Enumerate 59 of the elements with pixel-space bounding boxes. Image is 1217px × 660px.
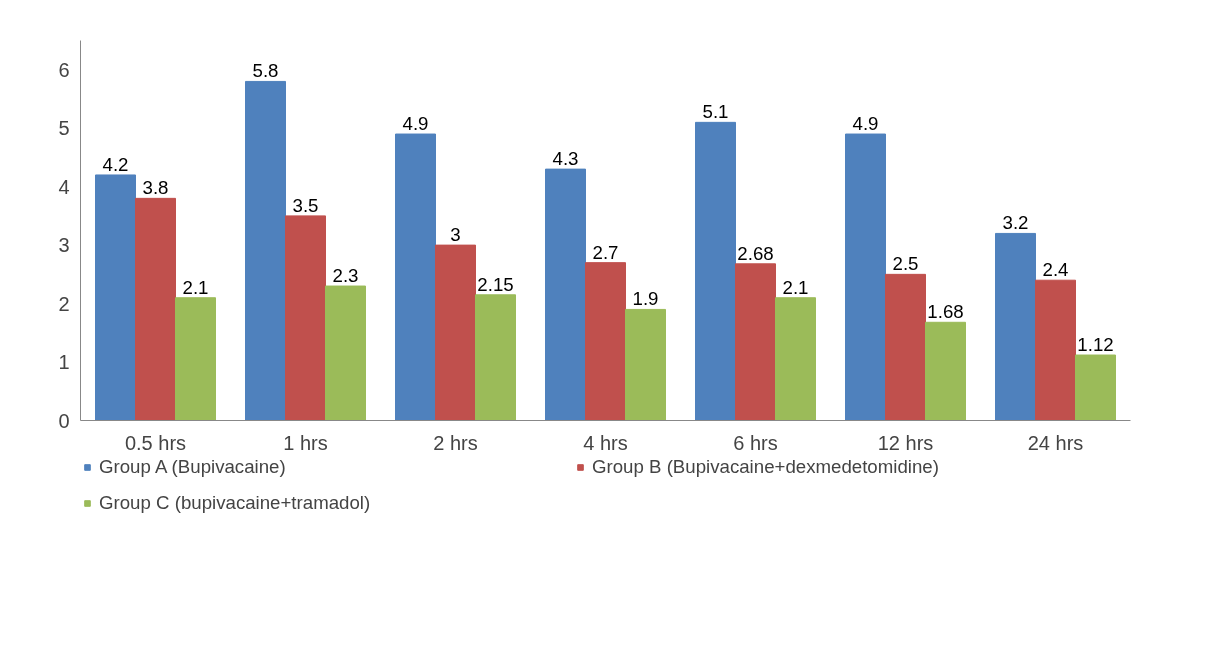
- data-label: 1.9: [632, 288, 659, 310]
- bar: [135, 197, 176, 421]
- bar: [695, 121, 736, 421]
- data-label: 5.1: [702, 101, 729, 123]
- data-label: 3.5: [292, 194, 319, 216]
- bar: [395, 133, 436, 421]
- y-tick-label: 6: [58, 58, 70, 81]
- data-label: 2.1: [182, 276, 209, 298]
- bar: [775, 297, 816, 421]
- data-label: 2.68: [737, 242, 774, 264]
- bar: [1035, 279, 1076, 421]
- data-label: 2.5: [892, 253, 919, 275]
- bar: [885, 273, 926, 421]
- bar: [435, 244, 476, 421]
- bar: [245, 80, 286, 421]
- data-label: 3: [450, 224, 461, 246]
- y-tick-label: 0: [58, 409, 70, 432]
- data-label: 1.68: [927, 301, 964, 323]
- x-tick-label: 6 hrs: [733, 431, 778, 454]
- x-tick-label: 4 hrs: [583, 431, 628, 454]
- bar: [175, 297, 216, 421]
- bar: [545, 168, 586, 421]
- data-label: 4.9: [852, 113, 879, 135]
- bar: [925, 321, 966, 421]
- data-label: 3.2: [1002, 212, 1029, 234]
- bar: [325, 285, 366, 421]
- legend-label: Group A (Bupivacaine): [99, 456, 287, 478]
- x-tick-label: 12 hrs: [877, 431, 934, 454]
- data-label: 4.2: [102, 153, 129, 175]
- bar: [475, 294, 516, 421]
- y-tick-label: 2: [58, 292, 70, 315]
- data-label: 5.8: [252, 60, 279, 82]
- x-tick-label: 2 hrs: [433, 431, 478, 454]
- data-label: 2.3: [332, 265, 359, 287]
- bar: [995, 232, 1036, 421]
- x-tick-label: 24 hrs: [1027, 431, 1084, 454]
- bar: [95, 174, 136, 421]
- data-label: 2.7: [592, 241, 619, 263]
- y-tick-label: 1: [58, 351, 70, 374]
- bar: [585, 262, 626, 421]
- data-label: 4.9: [402, 113, 429, 135]
- y-tick-label: 5: [58, 117, 70, 140]
- y-tick-label: 3: [58, 234, 70, 257]
- data-label: 3.8: [142, 177, 169, 199]
- bar: [735, 263, 776, 421]
- data-label: 2.15: [477, 273, 514, 295]
- data-label: 2.1: [782, 276, 809, 298]
- data-label: 1.12: [1077, 334, 1114, 356]
- bar: [1075, 354, 1116, 421]
- y-tick-label: 4: [58, 175, 70, 198]
- x-tick-label: 0.5 hrs: [124, 431, 187, 454]
- data-label: 2.4: [1042, 259, 1069, 281]
- x-tick-label: 1 hrs: [283, 431, 328, 454]
- legend-label: Group C (bupivacaine+tramadol): [99, 492, 372, 514]
- data-label: 4.3: [552, 148, 579, 170]
- bar: [285, 215, 326, 421]
- bar: [625, 308, 666, 421]
- legend-label: Group B (Bupivacaine+dexmedetomidine): [592, 456, 940, 478]
- bar: [845, 133, 886, 421]
